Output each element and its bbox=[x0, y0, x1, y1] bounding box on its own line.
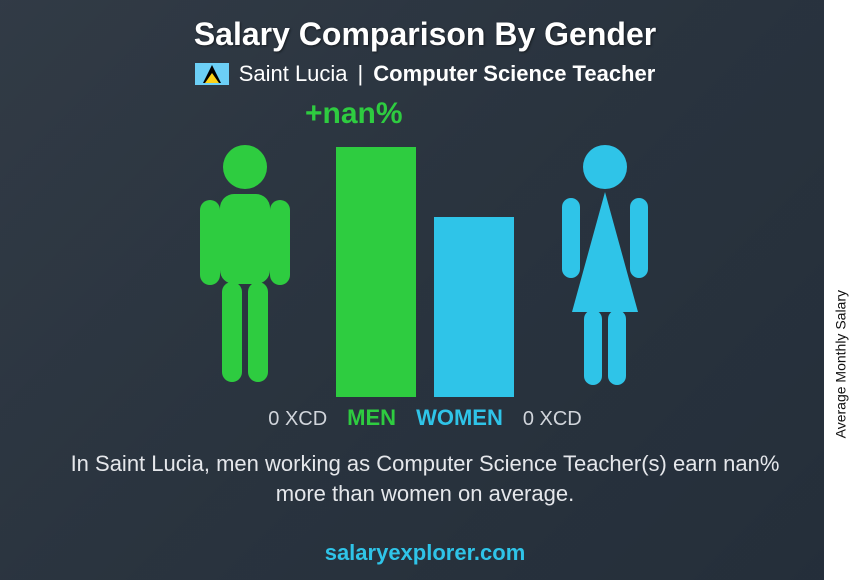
diff-label: +nan% bbox=[305, 97, 403, 131]
bars bbox=[336, 147, 514, 397]
country-label: Saint Lucia bbox=[239, 61, 348, 87]
women-label: WOMEN bbox=[416, 405, 503, 431]
bar-men bbox=[336, 147, 416, 397]
bar-women bbox=[434, 217, 514, 397]
women-salary: 0 XCD bbox=[523, 408, 582, 431]
men-salary: 0 XCD bbox=[268, 408, 327, 431]
subtitle: Saint Lucia | Computer Science Teacher bbox=[0, 61, 850, 87]
chart-area: +nan% bbox=[0, 97, 850, 437]
job-label: Computer Science Teacher bbox=[373, 61, 655, 87]
summary-text: In Saint Lucia, men working as Computer … bbox=[0, 437, 850, 508]
separator: | bbox=[358, 61, 364, 87]
page-title: Salary Comparison By Gender bbox=[0, 0, 850, 53]
men-icon bbox=[190, 142, 300, 397]
footer-link[interactable]: salaryexplorer.com bbox=[0, 540, 850, 566]
men-label: MEN bbox=[347, 405, 396, 431]
flag-icon bbox=[195, 63, 229, 85]
labels-row: 0 XCD MEN WOMEN 0 XCD bbox=[0, 405, 850, 431]
women-icon bbox=[550, 142, 660, 397]
